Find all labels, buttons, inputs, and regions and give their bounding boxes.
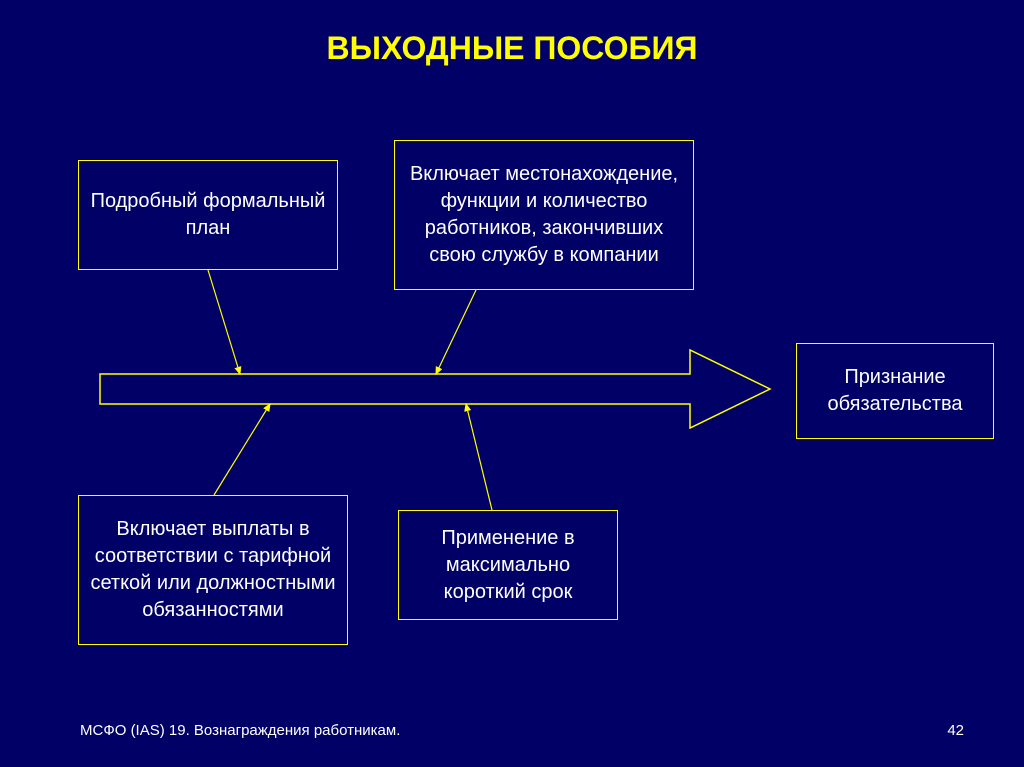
conn-b1-to-arrow <box>208 270 240 374</box>
slide-title: ВЫХОДНЫЕ ПОСОБИЯ <box>0 30 1024 67</box>
box-short-term: Применение в максимально короткий срок <box>398 510 618 620</box>
connectors-group <box>208 270 492 510</box>
footer-text: МСФО (IAS) 19. Вознаграждения работникам… <box>80 722 400 739</box>
box-formal-plan: Подробный формальный план <box>78 160 338 270</box>
big-arrow <box>100 350 770 428</box>
conn-b5-to-arrow <box>466 404 492 510</box>
conn-b4-to-arrow <box>214 404 270 495</box>
box-includes-payments: Включает выплаты в соответствии с тарифн… <box>78 495 348 645</box>
big-arrow-outline <box>100 350 770 428</box>
conn-b2-to-arrow <box>436 290 476 374</box>
box-recognition: Признание обязательства <box>796 343 994 439</box>
page-number: 42 <box>947 722 964 739</box>
slide-root: ВЫХОДНЫЕ ПОСОБИЯ Подробный формальный пл… <box>0 0 1024 767</box>
box-includes-location: Включает местонахождение, функции и коли… <box>394 140 694 290</box>
